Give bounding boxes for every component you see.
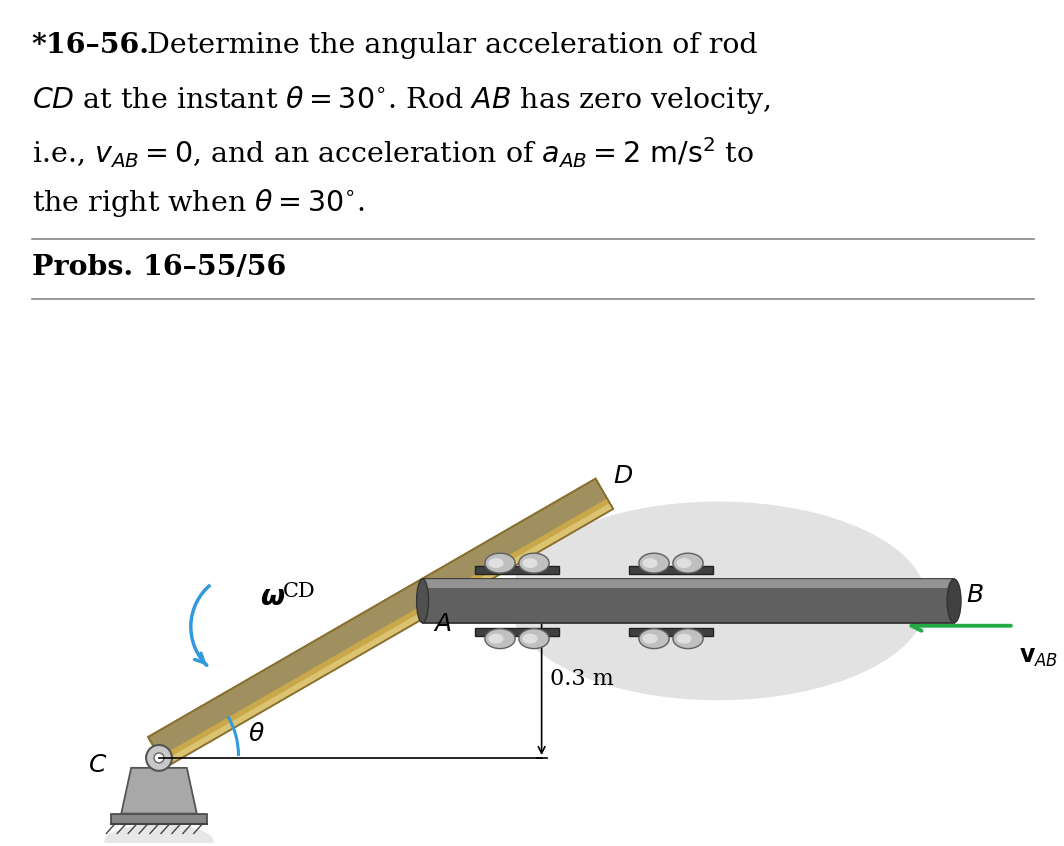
Ellipse shape (643, 634, 658, 644)
Ellipse shape (643, 558, 658, 569)
Polygon shape (422, 579, 954, 623)
Ellipse shape (638, 553, 669, 573)
Ellipse shape (485, 629, 515, 649)
Text: $\theta$: $\theta$ (249, 722, 265, 745)
Text: i.e., $v_{\mathit{AB}} = 0$, and an acceleration of $a_{\mathit{AB}} = 2\ \mathr: i.e., $v_{\mathit{AB}} = 0$, and an acce… (32, 136, 753, 171)
Text: CD: CD (283, 582, 316, 602)
Ellipse shape (488, 558, 503, 569)
Text: $\boldsymbol{\omega}$: $\boldsymbol{\omega}$ (261, 583, 285, 611)
Ellipse shape (677, 558, 692, 569)
Circle shape (146, 745, 172, 771)
Ellipse shape (519, 629, 549, 649)
Ellipse shape (510, 502, 927, 700)
Ellipse shape (417, 579, 429, 623)
Polygon shape (630, 566, 713, 574)
Ellipse shape (104, 824, 214, 846)
Polygon shape (160, 498, 613, 767)
Polygon shape (148, 479, 613, 767)
Text: the right when $\theta = 30^{\circ}$.: the right when $\theta = 30^{\circ}$. (32, 188, 365, 219)
Polygon shape (630, 628, 713, 635)
Ellipse shape (638, 629, 669, 649)
Ellipse shape (519, 553, 549, 573)
Ellipse shape (677, 634, 692, 644)
Text: $D$: $D$ (613, 464, 633, 487)
Text: $A$: $A$ (432, 613, 451, 636)
Text: $\mathit{CD}$ at the instant $\theta = 30^{\circ}$. Rod $\mathit{AB}$ has zero v: $\mathit{CD}$ at the instant $\theta = 3… (32, 84, 770, 116)
Polygon shape (121, 768, 197, 814)
Ellipse shape (485, 553, 515, 573)
Circle shape (154, 753, 164, 763)
Text: Determine the angular acceleration of rod: Determine the angular acceleration of ro… (147, 32, 758, 59)
Text: Probs. 16–55/56: Probs. 16–55/56 (32, 254, 286, 281)
Polygon shape (163, 503, 613, 767)
Polygon shape (476, 566, 559, 574)
Ellipse shape (672, 553, 703, 573)
Ellipse shape (488, 634, 503, 644)
Ellipse shape (947, 579, 961, 623)
Ellipse shape (522, 558, 537, 569)
Polygon shape (476, 628, 559, 635)
Text: $\mathbf{v}_{AB}$: $\mathbf{v}_{AB}$ (1018, 645, 1058, 668)
Text: *16–56.: *16–56. (32, 32, 150, 59)
Text: $C$: $C$ (88, 755, 107, 777)
Ellipse shape (522, 634, 537, 644)
Ellipse shape (672, 629, 703, 649)
Polygon shape (422, 579, 954, 588)
Text: $B$: $B$ (966, 585, 983, 607)
Polygon shape (112, 814, 206, 823)
Text: 0.3 m: 0.3 m (550, 668, 613, 690)
